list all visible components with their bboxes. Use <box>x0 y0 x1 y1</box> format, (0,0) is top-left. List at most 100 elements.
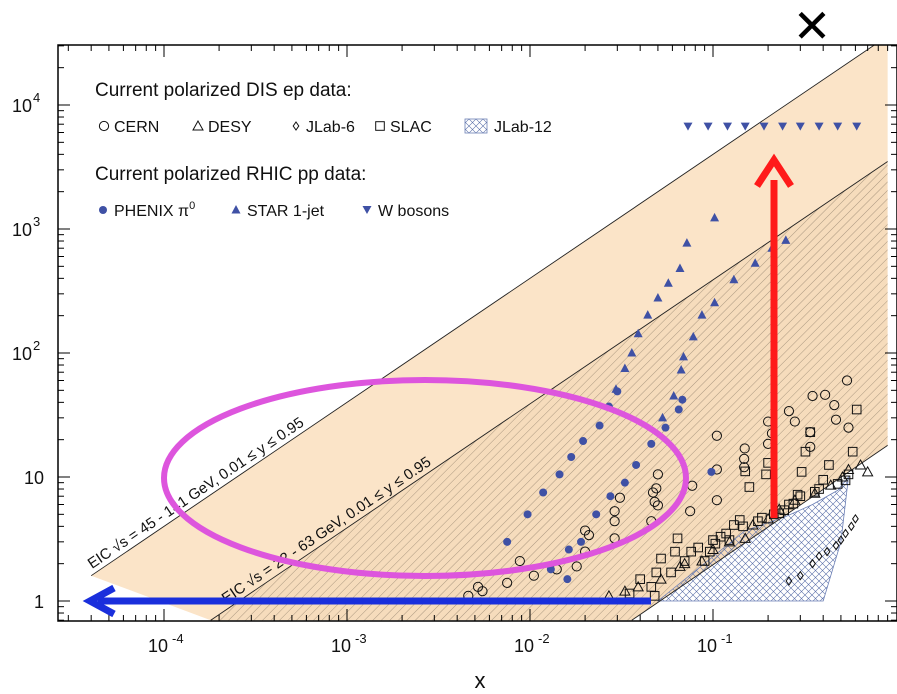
legend-label-jlab-6: JLab-6 <box>306 119 355 136</box>
point-jlab-6-1 <box>796 570 804 581</box>
point-cern-21 <box>685 506 696 517</box>
y-tick-label-3: 10 <box>12 220 32 240</box>
point-star-1-jet-2 <box>627 348 637 357</box>
point-desy-10 <box>746 518 759 530</box>
x-tick-label-2: 10 <box>514 636 534 656</box>
point-cern-11 <box>609 516 620 527</box>
y-tick-exp-4: 4 <box>33 90 40 105</box>
point-slac-4 <box>651 567 662 578</box>
point-phenix-0-12 <box>592 510 601 519</box>
point-slac-6 <box>666 567 676 578</box>
point-phenix-0-20 <box>707 467 716 476</box>
point-star-1-jet-18 <box>750 258 760 267</box>
legend-symbol-jlab-6 <box>292 121 300 131</box>
point-star-1-jet-13 <box>679 351 689 361</box>
point-jlab-6-5 <box>832 540 840 551</box>
point-star-1-jet-4 <box>643 310 653 319</box>
annotations: ✕ <box>82 0 831 618</box>
point-cern-36 <box>807 390 818 402</box>
point-cern-41 <box>843 422 854 433</box>
point-phenix-0-5 <box>579 437 588 446</box>
point-desy-17 <box>842 463 855 474</box>
magenta-ellipse <box>161 377 689 579</box>
point-cern-32 <box>783 405 795 417</box>
point-slac-22 <box>740 466 751 477</box>
x-tick-exp-2: -2 <box>538 631 550 646</box>
point-phenix-0-4 <box>567 452 576 461</box>
point-slac-23 <box>744 482 755 492</box>
point-star-1-jet-3 <box>633 328 643 338</box>
point-slac-26 <box>761 469 771 480</box>
point-phenix-0-9 <box>546 565 555 574</box>
point-phenix-0-15 <box>632 460 641 469</box>
x-tick-label-1: 10 <box>331 636 351 656</box>
point-slac-20 <box>734 515 745 525</box>
point-slac-19 <box>729 520 739 530</box>
point-phenix-0-18 <box>674 405 683 414</box>
point-phenix-0-19 <box>678 395 687 404</box>
point-cern-23 <box>711 495 722 506</box>
point-star-1-jet-7 <box>675 263 685 273</box>
point-star-1-jet-6 <box>663 278 673 287</box>
point-cern-2 <box>477 586 488 597</box>
point-w-bosons-2 <box>722 122 732 131</box>
legend-label-phenix-: PHENIX π0 <box>114 200 195 220</box>
legend-label-star-1-jet: STAR 1-jet <box>247 203 325 220</box>
point-phenix-0-6 <box>595 421 604 430</box>
legend-dis-title: Current polarized DIS ep data: <box>95 80 352 101</box>
point-cern-3 <box>502 577 513 588</box>
point-phenix-0-17 <box>661 423 670 432</box>
point-phenix-0-1 <box>523 510 532 519</box>
point-desy-11 <box>762 512 774 524</box>
point-star-1-jet-11 <box>669 391 679 400</box>
point-slac-21 <box>738 521 748 532</box>
blue-arrow-head <box>82 584 116 618</box>
legend-symbol-w-bosons <box>362 206 372 214</box>
legend-label-slac: SLAC <box>390 119 432 136</box>
legend-symbol-star-1-jet <box>231 205 241 214</box>
point-phenix-0-0 <box>503 537 512 546</box>
legend-symbol-jlab-12 <box>464 118 488 134</box>
point-jlab-6-7 <box>842 528 849 539</box>
point-phenix-0-14 <box>620 478 629 487</box>
legend-dis-entries: CERN DESY JLab-6 SLAC JLab-12 <box>98 118 552 136</box>
point-star-1-jet-9 <box>710 212 720 222</box>
point-w-bosons-0 <box>683 122 693 131</box>
x-axis-title: x <box>475 668 486 693</box>
point-desy-16 <box>836 470 849 482</box>
point-cern-19 <box>651 483 662 494</box>
point-desy-18 <box>854 458 867 470</box>
point-slac-43 <box>840 475 851 486</box>
point-slac-8 <box>672 533 683 544</box>
point-jlab-6-6 <box>837 535 845 545</box>
point-slac-18 <box>724 535 735 545</box>
point-slac-36 <box>800 446 811 457</box>
legend-rhic-title: Current polarized RHIC pp data: <box>95 164 366 185</box>
point-cern-37 <box>820 389 831 400</box>
point-star-1-jet-12 <box>676 364 686 374</box>
y-tick-label-2: 10 <box>12 344 32 364</box>
point-slac-2 <box>649 591 660 601</box>
legend-rhic-entries: PHENIX π0 STAR 1-jet W bosons <box>99 200 449 220</box>
point-desy-7 <box>707 543 719 555</box>
legend: Current polarized DIS ep data: CERN DESY J… <box>95 80 552 220</box>
point-w-bosons-7 <box>814 122 824 131</box>
point-slac-45 <box>847 446 858 457</box>
data-points <box>463 122 874 601</box>
point-cern-34 <box>805 441 816 452</box>
point-phenix-0-10 <box>564 545 573 554</box>
point-desy-3 <box>655 573 667 584</box>
point-cern-20 <box>652 500 664 511</box>
point-w-bosons-1 <box>703 122 713 131</box>
point-star-1-jet-14 <box>688 331 698 341</box>
legend-label-w-bosons: W bosons <box>378 203 449 220</box>
point-cern-39 <box>830 414 842 425</box>
point-cern-9 <box>583 529 595 541</box>
point-slac-11 <box>693 542 703 553</box>
point-desy-8 <box>723 535 736 547</box>
axis-ticks <box>58 45 897 621</box>
point-cern-40 <box>841 375 853 386</box>
point-w-bosons-4 <box>759 122 769 131</box>
point-cern-28 <box>739 443 750 454</box>
point-desy-9 <box>739 532 752 543</box>
